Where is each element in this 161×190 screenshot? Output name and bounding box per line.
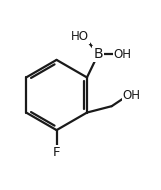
Text: OH: OH [114, 48, 132, 61]
Text: OH: OH [123, 89, 141, 101]
Text: B: B [93, 47, 103, 61]
Text: F: F [53, 146, 60, 159]
Text: HO: HO [71, 30, 89, 43]
